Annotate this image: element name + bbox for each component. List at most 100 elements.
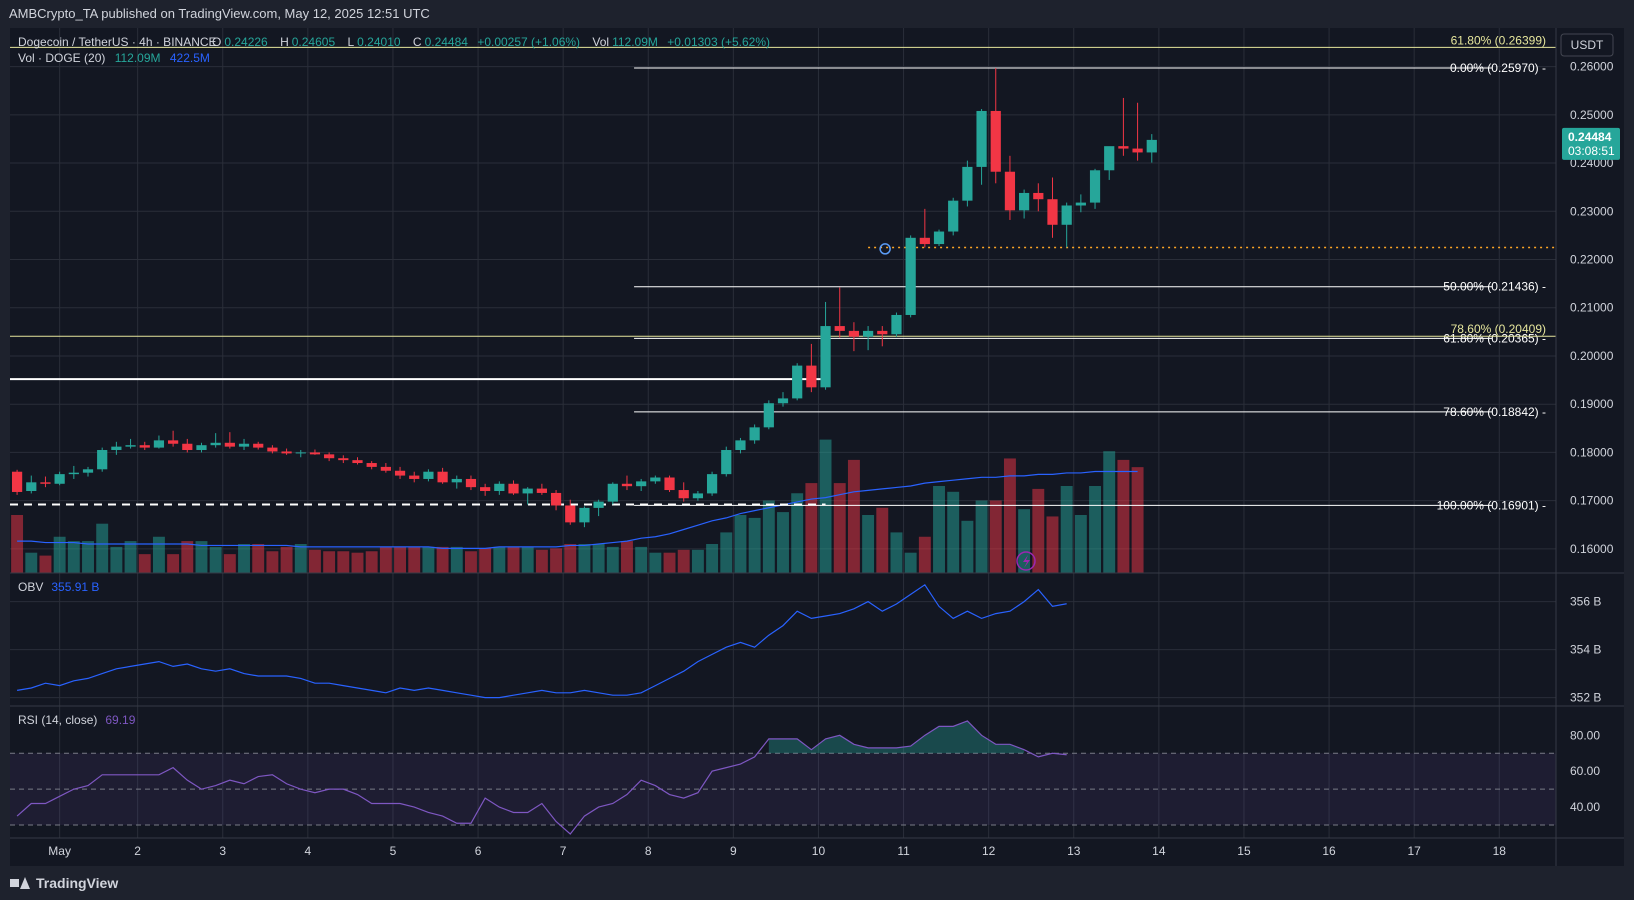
candle-body [792,365,803,399]
candle-body [451,478,462,483]
candle-body [394,470,406,476]
volume-bar [748,517,761,573]
volume-bar [521,546,534,573]
volume-bar [621,541,633,573]
candle-body [664,477,675,491]
price-grid [10,66,1556,550]
candle-body [224,442,235,447]
candle-body [1146,139,1157,153]
obv-legend: OBV 355.91 B [18,580,99,594]
price-tick-label: 0.22000 [1570,253,1614,267]
candle-body [678,490,689,499]
volume-bar [1117,459,1130,573]
volume-bar [606,546,619,573]
volume-bar [1103,451,1116,573]
volume-bar [847,459,860,573]
lightning-icon[interactable] [1016,551,1036,571]
candle-body [437,471,448,483]
candle-body [919,237,930,245]
candles[interactable] [11,68,1157,528]
candle-body [692,493,704,499]
candle-body [1089,170,1101,203]
time-tick-label: 8 [645,844,652,858]
candle-body [97,450,108,470]
volume-bar [294,544,307,573]
volume-bar [564,544,577,573]
volume-bar [252,544,265,573]
volume-bar [266,551,279,573]
candle-body [621,483,633,487]
fib-label: 100.00% (0.16901) - [1437,498,1546,512]
candle-body [11,471,23,492]
time-tick-label: 5 [390,844,397,858]
volume-bar [819,439,832,573]
volume-bar [394,546,407,573]
volume-bar [323,551,336,573]
volume-bar [876,507,889,573]
candle-body [352,460,363,464]
candle-body [253,443,264,448]
fib-label-long: 61.80% (0.26399) [1451,33,1546,47]
last-price-badge: 0.24484 03:08:51 [1562,127,1620,160]
price-tick-label: 0.23000 [1570,204,1614,218]
price-tick-label: 0.25000 [1570,108,1614,122]
volume-bar [550,548,563,573]
volume-bar [791,493,804,573]
volume-bar [351,552,364,573]
rsi-tick-label: 40.00 [1570,800,1600,814]
last-price: 0.24484 [1568,130,1612,144]
candle-body [636,481,647,487]
candle-body [933,231,945,245]
candle-body [550,492,562,506]
volume-bar [961,520,974,573]
rsi-legend: RSI (14, close) 69.19 [18,713,136,727]
candle-body [820,326,831,388]
obv-pane [10,583,1556,699]
rsi-line [16,720,1067,835]
volume-bar [706,544,719,573]
candle-body [1033,192,1044,200]
volume-bar [124,541,137,573]
volume-bar [762,500,775,573]
volume-bar [1032,488,1045,573]
volume-bar [635,546,648,573]
candle-body [777,398,789,404]
candle-body [423,471,434,479]
volume-bars [11,439,1144,573]
volume-bar [379,546,392,573]
tradingview-brand[interactable]: TradingView [10,872,118,894]
candle-body [905,237,916,315]
candle-body [1061,205,1072,225]
time-tick-label: 10 [812,844,826,858]
time-grid [59,28,1500,838]
fib-levels: 0.00% (0.25970) - 50.00% (0.21436) - 61.80… [10,33,1556,512]
candle-body [82,469,94,473]
candle-body [806,365,817,388]
time-tick-label: 16 [1322,844,1336,858]
volume-bar [67,541,80,573]
candle-body [267,447,278,452]
volume-bar [663,552,676,573]
time-tick-label: 17 [1407,844,1421,858]
volume-bar [507,546,520,573]
fib-label: 78.60% (0.18842) - [1443,405,1546,419]
candle-body [877,330,888,335]
candle-body [976,110,987,167]
candle-body [763,403,774,428]
candle-body [607,483,618,502]
candle-body [26,482,37,492]
volume-bar [805,483,818,573]
volume-bar [152,536,165,573]
volume-bar [989,500,1002,573]
candle-body [465,478,477,488]
candle-body [1075,202,1086,206]
volume-bar [933,486,945,573]
volume-bar [578,544,591,573]
currency-button[interactable]: USDT [1560,33,1614,57]
candle-body [111,446,122,451]
price-tick-label: 0.18000 [1570,445,1614,459]
candle-body [1004,171,1016,211]
volume-bar [890,532,903,573]
volume-bar [535,549,548,573]
